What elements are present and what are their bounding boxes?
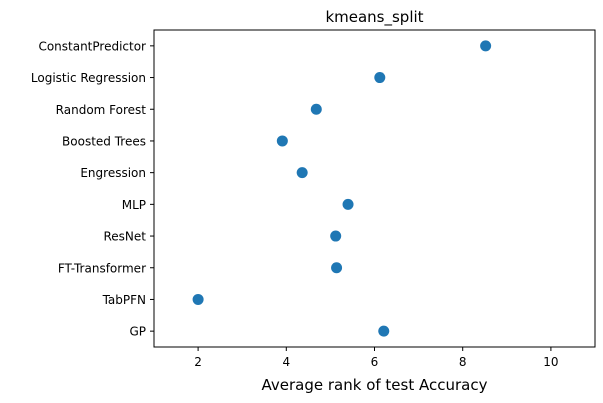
x-axis: 2 4 6 8 10 <box>194 347 559 369</box>
x-tick-label: 4 <box>282 355 290 369</box>
chart-title: kmeans_split <box>325 8 423 27</box>
y-tick-label: Random Forest <box>56 103 147 117</box>
data-point <box>330 230 342 242</box>
x-tick-label: 8 <box>459 355 467 369</box>
data-point <box>374 72 386 84</box>
data-point <box>342 198 354 210</box>
y-tick-label: ConstantPredictor <box>38 39 146 53</box>
y-tick-label: Engression <box>80 166 146 180</box>
x-tick-label: 2 <box>194 355 202 369</box>
plot-area-frame <box>153 29 596 348</box>
x-axis-label: Average rank of test Accuracy <box>262 376 488 394</box>
data-point <box>310 103 322 115</box>
y-tick-label: ResNet <box>104 230 147 244</box>
y-axis: ConstantPredictor Logistic Regression Rand… <box>31 39 154 339</box>
y-tick-label: GP <box>129 325 146 339</box>
data-point <box>296 167 308 179</box>
y-tick-label: Logistic Regression <box>31 71 146 85</box>
data-point <box>331 262 343 274</box>
data-point <box>276 135 288 147</box>
y-tick-label: FT-Transformer <box>58 261 146 275</box>
x-tick-label: 6 <box>371 355 379 369</box>
data-point <box>480 40 492 52</box>
plot-marks <box>192 40 492 337</box>
data-point <box>378 325 390 337</box>
y-tick-label: Boosted Trees <box>62 134 146 148</box>
x-tick-label: 10 <box>543 355 558 369</box>
y-tick-label: TabPFN <box>102 293 146 307</box>
data-point <box>192 293 204 305</box>
y-tick-label: MLP <box>122 198 146 212</box>
